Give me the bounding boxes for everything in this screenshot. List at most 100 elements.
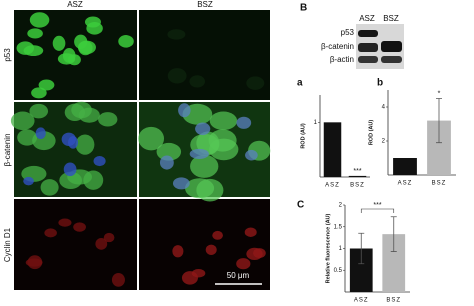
- cell: [190, 154, 219, 178]
- cell: [195, 122, 211, 136]
- cell: [189, 75, 206, 88]
- cell: [246, 76, 265, 90]
- x-tick-label: ASZ: [325, 183, 340, 189]
- row-label: Cyclin D1: [3, 227, 12, 262]
- cell: [29, 12, 50, 28]
- cell: [118, 35, 134, 48]
- x-tick-label: ASZ: [354, 298, 369, 304]
- cell: [31, 87, 47, 99]
- blot-band: [358, 56, 378, 63]
- significance-bracket: [360, 208, 395, 213]
- blot-band: [381, 56, 402, 63]
- band-label: β-catenin: [321, 42, 354, 51]
- cell: [244, 227, 257, 237]
- scale-label: 50 μm: [227, 271, 250, 280]
- cell: [209, 111, 238, 131]
- annotation: *: [438, 90, 441, 97]
- cell: [103, 232, 115, 243]
- cell: [10, 111, 35, 131]
- blot-band: [381, 41, 402, 52]
- cell: [178, 103, 191, 118]
- bar: [348, 175, 367, 177]
- panel-label: a: [297, 78, 303, 89]
- panel-label: b: [377, 78, 383, 89]
- cell: [16, 41, 35, 55]
- cell: [172, 177, 190, 190]
- cell: [196, 178, 224, 202]
- cell: [212, 230, 223, 240]
- error-bar: [358, 232, 365, 265]
- y-tick-label: 0.5: [334, 268, 343, 274]
- band-label: p53: [341, 28, 355, 37]
- error-bar: [436, 98, 442, 144]
- annotation: ***: [353, 168, 361, 175]
- cell: [58, 218, 72, 227]
- cell: [73, 222, 86, 232]
- western-blot: [356, 24, 404, 69]
- cell: [40, 179, 59, 196]
- cell: [236, 116, 252, 129]
- row-label: p53: [3, 48, 12, 62]
- cell: [253, 248, 266, 259]
- panel-label: C: [297, 200, 304, 211]
- y-tick-label: 2: [382, 139, 386, 145]
- x-tick-label: BSZ: [386, 298, 401, 304]
- y-tick-label: 1: [314, 120, 318, 126]
- panel-label: B: [300, 3, 307, 14]
- row-label: β-catenin: [3, 133, 12, 166]
- y-axis-label: ROD (AU): [300, 123, 306, 149]
- cell: [98, 112, 118, 127]
- cell: [52, 35, 66, 51]
- cell: [78, 107, 100, 123]
- blot-band: [358, 43, 378, 52]
- cell: [236, 258, 251, 270]
- bar: [393, 158, 417, 175]
- cell: [167, 29, 186, 40]
- cell: [38, 79, 55, 91]
- bar: [323, 122, 342, 177]
- cell: [29, 103, 49, 119]
- y-tick-label: 2: [339, 203, 343, 209]
- y-tick-label: 1.5: [334, 224, 343, 230]
- cell: [17, 129, 38, 146]
- cell: [245, 149, 258, 161]
- cell: [77, 40, 96, 55]
- y-axis-label: Relative fluorescence (AU): [325, 213, 331, 283]
- cell: [35, 127, 46, 140]
- cell: [61, 132, 76, 147]
- cell: [138, 126, 165, 151]
- blot-band: [358, 30, 378, 37]
- y-axis-label: ROD (AU): [368, 120, 374, 146]
- cell: [57, 53, 76, 65]
- lane-label: BSZ: [383, 14, 399, 23]
- x-tick-label: BSZ: [350, 183, 365, 189]
- x-tick-label: BSZ: [432, 181, 447, 187]
- bar: [427, 120, 451, 175]
- error-bar: [390, 216, 397, 252]
- band-label: β-actin: [330, 55, 354, 64]
- cell: [75, 134, 95, 155]
- annotation: ***: [373, 202, 381, 209]
- image-cyclin-bsz: [139, 199, 270, 290]
- cell: [189, 148, 209, 160]
- cell: [63, 162, 77, 177]
- cell: [86, 22, 103, 35]
- y-tick-label: 4: [382, 105, 386, 111]
- cell: [44, 228, 57, 238]
- cell: [191, 268, 206, 278]
- y-tick-label: 1: [339, 246, 343, 252]
- bar: [349, 248, 373, 292]
- cell: [156, 142, 182, 161]
- cell: [27, 255, 43, 270]
- cell: [23, 176, 34, 186]
- cell: [205, 244, 217, 255]
- cell: [167, 68, 187, 84]
- bar: [382, 234, 406, 292]
- cell: [93, 155, 106, 167]
- cell: [27, 28, 43, 39]
- micrographs: [10, 10, 271, 290]
- cell: [95, 237, 108, 250]
- cell: [172, 245, 184, 258]
- column-label: ASZ: [67, 0, 83, 9]
